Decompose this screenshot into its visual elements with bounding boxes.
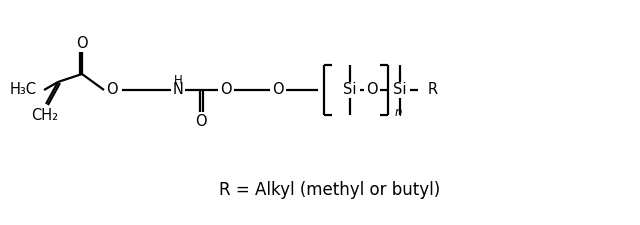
Text: H: H: [173, 74, 182, 88]
Text: n: n: [395, 106, 403, 119]
Text: O: O: [76, 36, 88, 50]
Text: N: N: [173, 83, 184, 97]
Text: Si: Si: [393, 83, 407, 97]
Text: H₃C: H₃C: [10, 83, 37, 97]
Text: CH₂: CH₂: [31, 108, 59, 122]
Text: O: O: [366, 83, 378, 97]
Text: O: O: [220, 83, 232, 97]
Text: O: O: [195, 115, 207, 130]
Text: R = Alkyl (methyl or butyl): R = Alkyl (methyl or butyl): [220, 181, 440, 199]
Text: O: O: [272, 83, 284, 97]
Text: Si: Si: [343, 83, 356, 97]
Text: O: O: [106, 83, 118, 97]
Text: R: R: [428, 83, 438, 97]
